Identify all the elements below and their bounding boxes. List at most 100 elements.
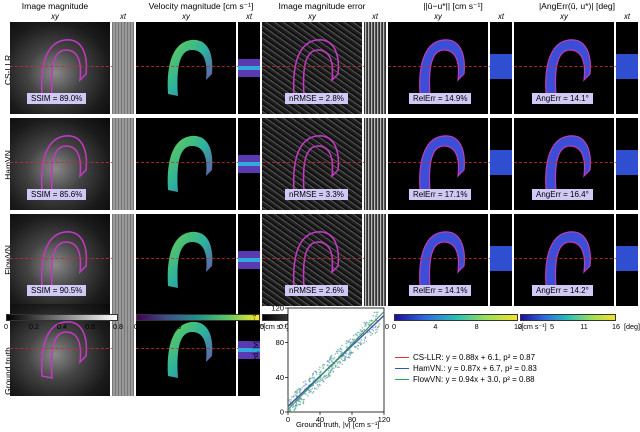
xt-strip xyxy=(238,214,260,306)
scatter-point xyxy=(294,394,296,396)
scatter-point xyxy=(349,342,352,344)
scatter-point xyxy=(334,366,337,368)
scatter-point xyxy=(368,319,371,322)
slice-line xyxy=(388,162,512,163)
scatter-point xyxy=(361,327,364,329)
scatter-point xyxy=(299,401,302,403)
scatter-point xyxy=(374,315,377,318)
colorbar-tick: 0.8 xyxy=(113,322,123,331)
scatter-point xyxy=(378,323,380,325)
relerr-badge: RelErr = 14.1% xyxy=(409,285,472,296)
scatter-point xyxy=(302,398,305,401)
xt-strip xyxy=(364,22,386,114)
subheader-xt: xt xyxy=(119,12,127,21)
scatter-point xyxy=(312,379,315,382)
scatter-point xyxy=(289,409,292,411)
scatter-point xyxy=(363,339,366,341)
scatter-point xyxy=(317,385,320,388)
xt-strip xyxy=(238,22,260,114)
x-tick-label: 0 xyxy=(286,415,290,424)
scatter-point xyxy=(332,370,335,372)
scatter-point xyxy=(319,366,321,368)
scatter-point xyxy=(341,363,344,366)
scatter-point xyxy=(355,333,358,336)
scatter-point xyxy=(374,332,377,334)
aortic-arch-overlay xyxy=(167,321,213,378)
angerr-badge: AngErr = 14.2° xyxy=(532,285,593,296)
scatter-point xyxy=(314,370,316,372)
scatter-point xyxy=(292,405,295,408)
scatter-point xyxy=(287,396,290,399)
scatter-point xyxy=(343,359,346,362)
colorbar-tick: 95 xyxy=(256,322,264,331)
scatter-point xyxy=(370,334,372,337)
scatter-point xyxy=(312,391,315,393)
scatter-point xyxy=(308,390,311,392)
aorta-shape xyxy=(167,321,213,378)
aorta-shape xyxy=(545,231,591,288)
scatter-point xyxy=(376,331,378,333)
y-tick-label: 0 xyxy=(280,408,284,417)
scatter-point xyxy=(358,333,361,336)
aortic-arch-overlay xyxy=(40,39,88,97)
scatter-point xyxy=(308,378,311,381)
colorbar-tick: 11 xyxy=(580,322,588,331)
scatter-point xyxy=(288,398,291,401)
scatter-point xyxy=(330,359,333,362)
scatter-point xyxy=(346,341,348,343)
scatter-point xyxy=(368,324,370,326)
xt-strip xyxy=(490,22,512,114)
subheader-xt: xt xyxy=(623,12,631,21)
scatter-point xyxy=(324,377,326,380)
scatter-point xyxy=(349,351,351,353)
scatter-point xyxy=(316,381,318,384)
scatter-point xyxy=(340,358,343,360)
aortic-arch-overlay xyxy=(419,231,465,289)
scatter-point xyxy=(323,363,326,366)
scatter-point xyxy=(299,392,301,394)
slice-line xyxy=(10,258,134,259)
scatter-point xyxy=(364,325,366,328)
scatter-point xyxy=(322,376,325,379)
scatter-point xyxy=(350,351,353,353)
aortic-arch-overlay xyxy=(167,231,213,288)
scatter-point xyxy=(312,372,314,374)
scatter-point xyxy=(304,384,306,387)
scatter-point xyxy=(357,344,359,347)
colorbar xyxy=(394,314,518,321)
aorta-shape xyxy=(419,39,465,96)
scatter-point xyxy=(371,320,374,322)
fit-line xyxy=(287,311,385,410)
scatter-point xyxy=(363,321,366,324)
scatter-point xyxy=(334,353,337,355)
scatter-point xyxy=(313,378,316,380)
scatter-point xyxy=(300,388,302,391)
aorta-shape xyxy=(545,39,591,96)
scatter-point xyxy=(354,333,357,336)
scatter-point xyxy=(352,351,354,354)
subheader-xt: xt xyxy=(497,12,505,21)
subheader-xt: xt xyxy=(245,12,253,21)
scatter-point xyxy=(347,341,350,343)
colorbar-tick: 4 xyxy=(433,322,438,331)
scatter-point xyxy=(338,366,340,368)
header-angular-error: |AngErr(û, u*)| [deg] xyxy=(538,1,616,11)
slice-line xyxy=(388,258,512,259)
slice-line xyxy=(262,258,386,259)
nrmse-badge: nRMSE = 3.3% xyxy=(285,189,348,200)
scatter-point xyxy=(301,386,303,389)
x-tick-label: 40 xyxy=(316,415,324,424)
scatter-point xyxy=(370,319,373,322)
scatter-point xyxy=(315,373,318,375)
scatter-point xyxy=(311,377,313,379)
scatter-point xyxy=(289,401,292,403)
xt-strip xyxy=(616,214,638,306)
scatter-point xyxy=(349,354,352,357)
slice-line xyxy=(514,258,638,259)
scatter-point xyxy=(308,391,310,394)
scatter-point xyxy=(333,367,335,369)
scatter-point xyxy=(296,388,299,391)
scatter-point xyxy=(310,388,312,391)
scatter-point xyxy=(378,325,380,327)
slice-line xyxy=(10,348,134,349)
